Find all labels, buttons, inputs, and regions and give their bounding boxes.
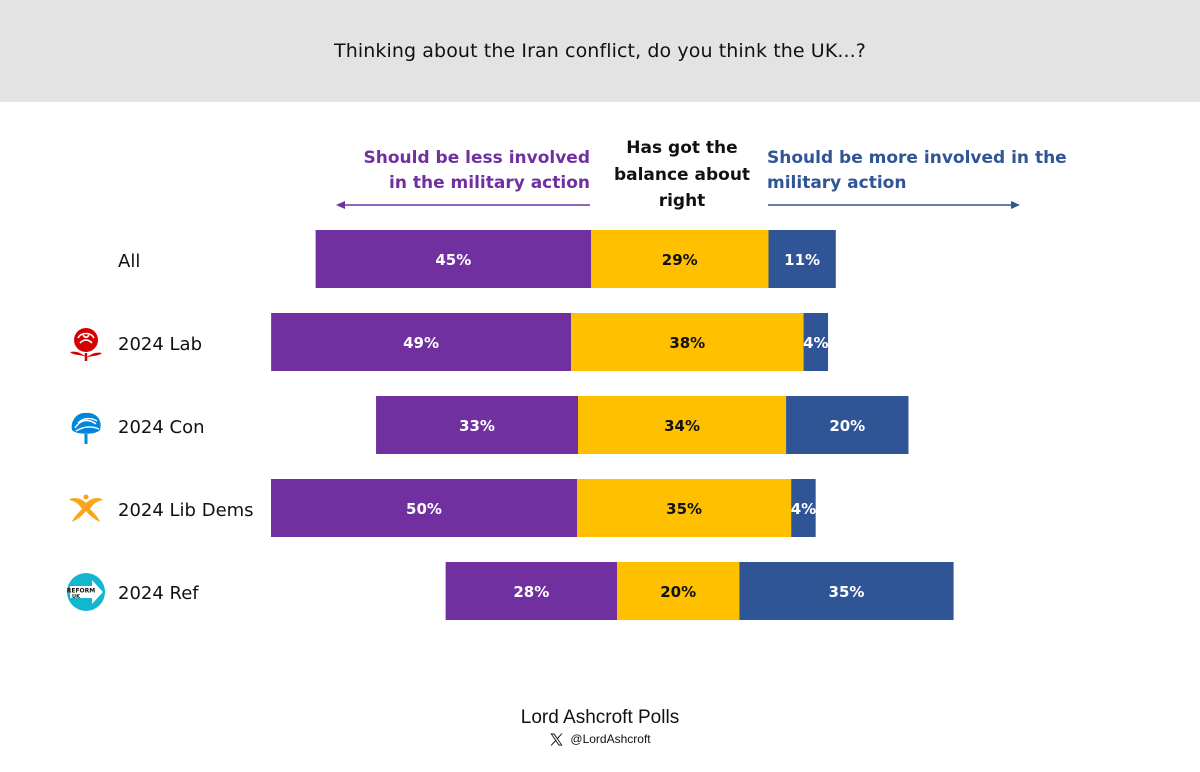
label-libdem-balance: 35% [666,500,702,518]
conservative-tree-icon [71,412,101,444]
svg-text:UK: UK [72,594,81,600]
label-con-less: 33% [459,417,495,435]
label-con-balance: 34% [664,417,700,435]
bar-libdem-balance [577,479,792,537]
label-libdem-more: 4% [791,500,816,518]
label-ref-more: 35% [829,583,865,601]
row-label-lab: 2024 Lab [118,334,203,355]
bar-lab-less [271,313,571,371]
bar-libdem-less [271,479,577,537]
labour-rose-icon [70,328,102,361]
chart-title: Thinking about the Iran conflict, do you… [334,40,866,62]
bar-con-more [786,396,909,454]
label-all-balance: 29% [662,251,698,269]
x-logo-icon [550,733,563,746]
label-con-more: 20% [829,417,865,435]
legend-less-involved: Should be less involved in the military … [363,148,590,193]
label-lab-more: 4% [803,334,828,352]
label-all-less: 45% [435,251,471,269]
bar-libdem-more [791,479,816,537]
label-ref-balance: 20% [660,583,696,601]
bar-lab-balance [571,313,804,371]
left-arrow-icon [336,201,590,209]
libdem-bird-icon [69,494,103,522]
footer-handle: @LordAshcroft [570,732,651,746]
label-ref-less: 28% [513,583,549,601]
footer-source: Lord Ashcroft Polls [520,707,680,728]
reform-uk-icon: REFORM UK [67,573,105,611]
bar-con-less [376,396,578,454]
legend-more-involved: Should be more involved in the military … [767,148,1067,193]
right-arrow-icon [768,201,1020,209]
bar-ref-more [739,562,954,620]
row-label-libdem: 2024 Lib Dems [118,500,254,521]
legend-balance-right: Has got the balance about right [613,138,751,211]
label-all-more: 11% [784,251,820,269]
bar-con-balance [578,396,787,454]
row-label-ref: 2024 Ref [118,583,199,604]
label-lab-less: 49% [403,334,439,352]
bar-lab-more [803,313,829,371]
row-label-all: All [118,251,141,272]
svg-text:REFORM: REFORM [67,588,96,595]
bar-all-balance [591,230,769,288]
bar-ref-less [445,562,617,620]
label-libdem-less: 50% [406,500,442,518]
bar-all-less [315,230,591,288]
label-lab-balance: 38% [669,334,705,352]
row-label-con: 2024 Con [118,417,205,438]
bar-all-more [768,230,836,288]
bar-ref-balance [617,562,740,620]
header-bar: Thinking about the Iran conflict, do you… [0,0,1200,102]
